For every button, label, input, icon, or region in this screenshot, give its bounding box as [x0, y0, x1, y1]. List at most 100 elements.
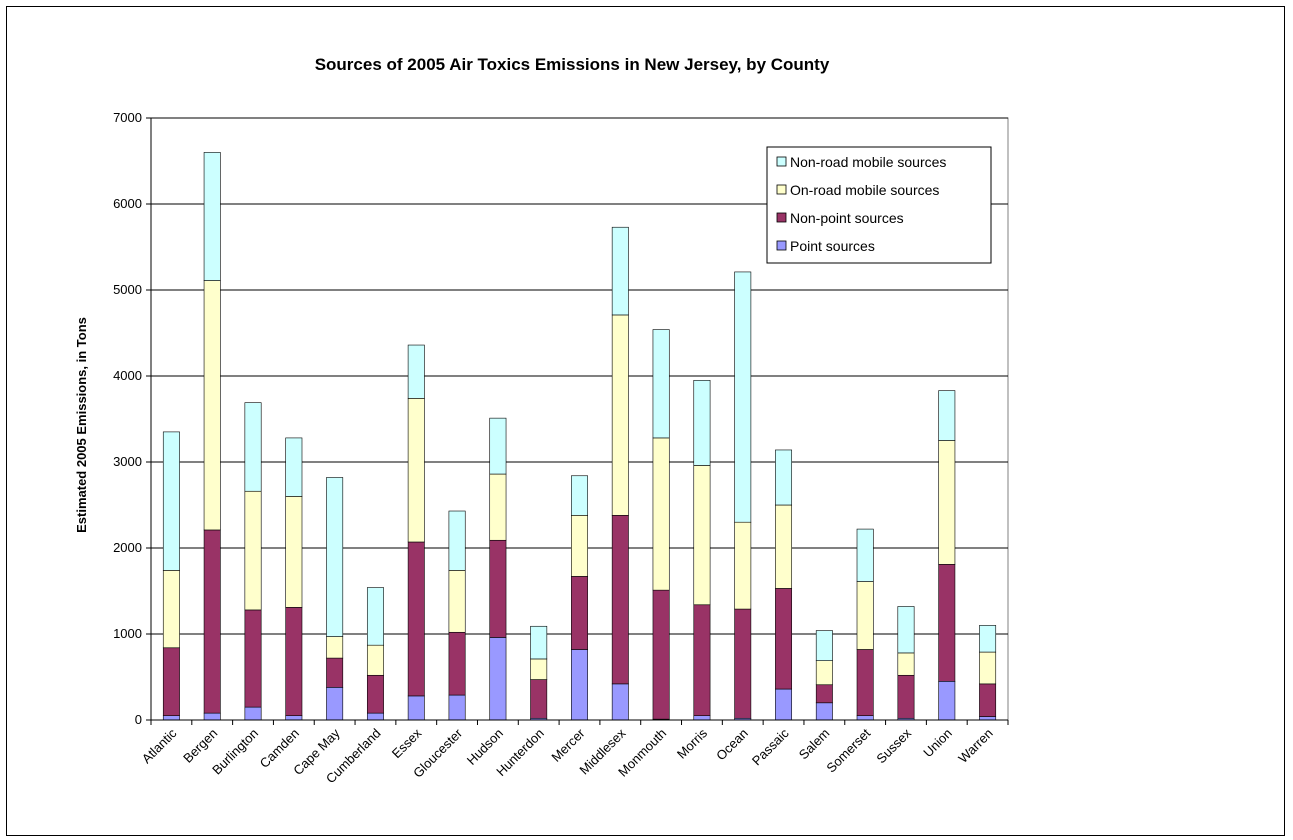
bar-bergen-on-road-mobile-sources	[203, 280, 221, 531]
bar-mercer-point-sources	[571, 649, 588, 721]
bar-passaic-non-road-mobile-sources	[775, 449, 793, 506]
bar-middlesex-non-point-sources	[611, 515, 629, 685]
bar-burlington-non-road-mobile-sources	[244, 402, 262, 492]
bar-cumberland-non-road-mobile-sources	[366, 587, 384, 646]
bar-hudson-on-road-mobile-sources	[489, 473, 507, 541]
bar-union-non-point-sources	[938, 564, 956, 682]
bar-middlesex-point-sources	[611, 683, 629, 721]
bar-warren-non-point-sources	[979, 683, 997, 717]
bar-atlantic-non-point-sources	[162, 647, 180, 717]
bar-mercer-on-road-mobile-sources	[571, 515, 588, 577]
legend-swatch	[776, 240, 787, 251]
bar-union-point-sources	[938, 680, 956, 721]
bar-salem-point-sources	[815, 702, 833, 721]
bar-cumberland-non-point-sources	[366, 674, 384, 714]
legend-item-label: Non-point sources	[790, 210, 904, 226]
x-category-label: Somerset	[823, 725, 873, 775]
bar-sussex-on-road-mobile-sources	[897, 652, 915, 676]
y-tick-label: 3000	[113, 454, 142, 469]
x-category-label: Sussex	[873, 725, 914, 766]
y-tick-label: 4000	[113, 368, 142, 383]
x-category-label: Morris	[674, 725, 710, 761]
bar-morris-point-sources	[693, 715, 711, 721]
bar-camden-on-road-mobile-sources	[285, 496, 303, 608]
bar-cape-may-on-road-mobile-sources	[326, 636, 344, 659]
x-category-label: Atlantic	[139, 725, 180, 766]
bar-camden-non-point-sources	[285, 607, 303, 717]
bar-atlantic-on-road-mobile-sources	[162, 570, 180, 649]
bar-cape-may-point-sources	[326, 687, 344, 721]
bar-union-on-road-mobile-sources	[938, 440, 956, 565]
bar-burlington-point-sources	[244, 706, 262, 721]
legend: Non-road mobile sources On-road mobile so…	[766, 146, 992, 264]
x-category-label: Essex	[389, 725, 425, 761]
legend-item-label: Non-road mobile sources	[790, 154, 946, 170]
bar-camden-non-road-mobile-sources	[285, 437, 303, 497]
bar-ocean-non-point-sources	[734, 608, 752, 719]
bar-essex-point-sources	[407, 695, 425, 721]
bar-morris-on-road-mobile-sources	[693, 465, 711, 606]
bar-passaic-non-point-sources	[775, 588, 793, 690]
chart-svg: Sources of 2005 Air Toxics Emissions in …	[74, 55, 1009, 786]
legend-box	[766, 146, 992, 264]
x-category-label: Passaic	[749, 725, 792, 768]
bar-burlington-on-road-mobile-sources	[244, 490, 262, 611]
bar-bergen-non-road-mobile-sources	[203, 152, 221, 281]
bars-layer	[162, 152, 997, 721]
bar-bergen-non-point-sources	[203, 529, 221, 714]
bar-union-non-road-mobile-sources	[938, 390, 956, 441]
bar-hunterdon-non-road-mobile-sources	[530, 625, 548, 660]
bar-cumberland-on-road-mobile-sources	[366, 644, 384, 676]
bar-passaic-point-sources	[775, 688, 793, 721]
bar-monmouth-non-point-sources	[652, 589, 670, 720]
bar-mercer-non-point-sources	[571, 576, 588, 650]
y-tick-label: 2000	[113, 540, 142, 555]
y-tick-label: 5000	[113, 282, 142, 297]
bar-ocean-non-road-mobile-sources	[734, 271, 752, 523]
bar-camden-point-sources	[285, 715, 303, 721]
bar-burlington-non-point-sources	[244, 609, 262, 708]
legend-swatch	[776, 156, 787, 167]
bar-mercer-non-road-mobile-sources	[571, 475, 588, 516]
bar-hunterdon-non-point-sources	[530, 679, 548, 719]
bar-essex-on-road-mobile-sources	[407, 398, 425, 543]
y-tick-label: 7000	[113, 110, 142, 125]
bar-hudson-point-sources	[489, 637, 507, 721]
bar-middlesex-non-road-mobile-sources	[611, 226, 629, 316]
bar-morris-non-road-mobile-sources	[693, 379, 711, 466]
bar-bergen-point-sources	[203, 712, 221, 721]
bar-cape-may-non-point-sources	[326, 657, 344, 688]
bar-warren-non-road-mobile-sources	[979, 625, 997, 653]
bar-gloucester-point-sources	[448, 694, 466, 721]
bar-sussex-non-point-sources	[897, 674, 915, 719]
bar-atlantic-non-road-mobile-sources	[162, 431, 180, 571]
legend-swatch	[776, 212, 787, 223]
bar-somerset-non-road-mobile-sources	[856, 528, 874, 582]
bar-somerset-point-sources	[856, 715, 874, 721]
bar-somerset-non-point-sources	[856, 649, 874, 716]
bar-hudson-non-road-mobile-sources	[489, 417, 507, 475]
y-tick-label: 1000	[113, 626, 142, 641]
bar-somerset-on-road-mobile-sources	[856, 581, 874, 650]
bar-gloucester-non-road-mobile-sources	[448, 510, 466, 571]
bar-gloucester-non-point-sources	[448, 631, 466, 696]
bar-cumberland-point-sources	[366, 712, 384, 721]
x-category-label: Mercer	[548, 725, 588, 765]
legend-item-label: Point sources	[790, 238, 875, 254]
y-tick-label: 6000	[113, 196, 142, 211]
bar-sussex-non-road-mobile-sources	[897, 606, 915, 654]
bar-atlantic-point-sources	[162, 715, 180, 721]
x-category-label: Warren	[955, 726, 995, 766]
bar-warren-point-sources	[979, 716, 997, 721]
chart-title: Sources of 2005 Air Toxics Emissions in …	[315, 55, 830, 74]
bar-cape-may-non-road-mobile-sources	[326, 477, 344, 637]
bar-salem-on-road-mobile-sources	[815, 660, 833, 686]
bar-morris-non-point-sources	[693, 604, 711, 717]
bar-middlesex-on-road-mobile-sources	[611, 314, 629, 516]
chart-frame: Sources of 2005 Air Toxics Emissions in …	[6, 6, 1285, 836]
bar-monmouth-on-road-mobile-sources	[652, 437, 670, 591]
x-category-label: Salem	[796, 726, 833, 763]
bar-warren-on-road-mobile-sources	[979, 651, 997, 685]
bar-essex-non-point-sources	[407, 541, 425, 697]
bar-gloucester-on-road-mobile-sources	[448, 570, 466, 633]
